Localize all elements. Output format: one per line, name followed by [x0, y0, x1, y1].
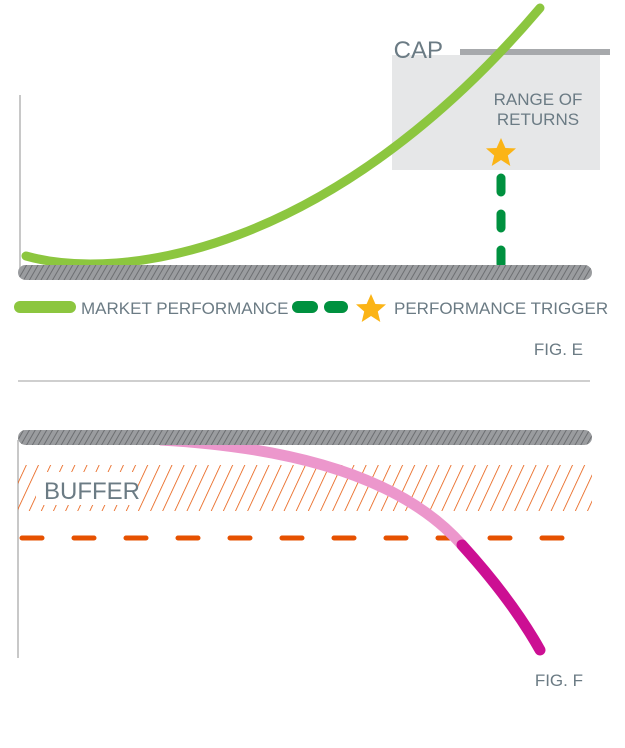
range-label-1: RANGE OF — [494, 90, 583, 109]
baseline-bar — [18, 265, 592, 280]
legend-star-icon — [356, 294, 386, 322]
loss-curve-unbuffered — [456, 539, 546, 656]
legend-market-label: MARKET PERFORMANCE — [81, 299, 289, 318]
cap-label: CAP — [394, 37, 443, 64]
baseline-bar — [18, 430, 592, 445]
fig-e-label: FIG. E — [534, 340, 583, 359]
fig-f-label: FIG. F — [535, 671, 583, 690]
buffer-label: BUFFER — [44, 478, 140, 505]
range-label-2: RETURNS — [497, 110, 579, 129]
market-performance-curve — [21, 3, 545, 269]
buffer-label-bg — [36, 472, 138, 505]
legend-trigger-label: PERFORMANCE TRIGGER — [394, 299, 608, 318]
